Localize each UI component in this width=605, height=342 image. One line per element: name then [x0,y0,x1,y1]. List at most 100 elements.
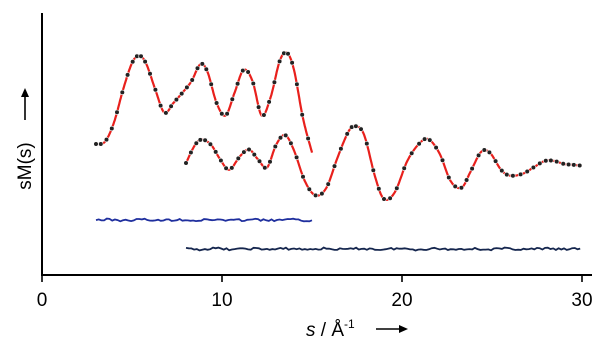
upper-curve-point [158,102,164,109]
lower-curve-point [349,124,355,130]
upper-curve-point [277,58,283,65]
lower-curve-point [246,146,252,153]
lower-curve-point [446,174,452,181]
lower-curve-point [306,186,312,192]
upper-curve-point [189,77,195,83]
lower-curve-point [543,158,549,164]
lower-curve-point [476,152,482,158]
upper-curve-point [240,67,246,74]
svg-text:s / Å-1: s / Å-1 [306,317,355,341]
lower-curve-point [358,126,364,132]
lower-curve-point [548,157,554,164]
upper-curve-point [147,71,153,77]
upper-curve-point [163,110,169,116]
lower-curve-point [486,149,493,155]
lower-curve-point [283,132,289,138]
lower-curve-point [427,137,433,143]
upper-curve-point [109,125,115,132]
lower-curve-point [344,131,350,137]
lower-curve-point [325,181,331,187]
x-axis-unit: / Å [316,320,345,341]
upper-curve-point [199,61,205,67]
upper-curve-point [103,137,110,143]
upper-curve-point [179,90,185,97]
lower-curve-point [464,177,470,183]
upper-curve-point [203,66,209,72]
lower-curve-point [319,191,325,197]
lower-curve-point [422,136,428,142]
lower-curve-point [229,165,235,171]
lower-curve-point [235,155,241,161]
lower-curve-point [207,141,213,147]
x-tick-label: 0 [37,290,48,311]
lower-curve-point [183,160,189,166]
upper-curve-point [184,84,190,90]
upper-curve-point [124,72,131,78]
upper-curve-point [229,96,235,102]
lower-curve-point [223,165,229,171]
upper-curve-point [98,141,104,147]
upper-curve-point [194,65,201,71]
x-axis-title: s / Å-1 [306,317,408,341]
upper-curve-point [299,112,305,118]
lower-curve-point [433,145,439,151]
upper-curve-point [152,87,158,93]
upper-curve-point [119,89,125,95]
y-axis-title: sM(s) [15,88,36,190]
lower-curve-point [577,162,583,169]
x-arrow-icon [399,325,408,333]
lower-curve-point [416,141,422,147]
x-tick-label: 20 [391,290,412,311]
lower-curve-point [394,185,400,191]
upper-curve-point [138,53,144,59]
upper-curve-point [235,81,241,87]
lower-curve-point [458,185,465,191]
lower-curve-point [381,196,387,202]
lower-curve-point [262,165,268,171]
x-axis-exp: -1 [344,317,355,331]
upper-curve-point [114,109,120,115]
lower-curve-point [504,172,510,178]
lower-curve-point [493,158,499,164]
upper-curve-point [266,99,272,105]
lower-curve-point [537,160,543,166]
upper-curve-point [208,81,214,87]
lower-curve-point [277,135,284,141]
lower-curve-point [469,166,475,172]
lower-curve-point [439,157,446,163]
upper-curve-point [285,51,291,57]
lower-curve-point [571,162,577,168]
upper-curve-point [214,100,220,106]
lower-curve-point [499,168,505,174]
lower-difference-line [185,246,581,252]
x-axis-var: s [306,320,316,341]
lower-curve-point [376,186,382,192]
lower-curve-point [241,149,247,155]
lower-curve-point [409,150,415,156]
lower-curve-line [184,124,583,201]
upper-curve-point [219,111,225,117]
lower-curve-point [353,123,359,129]
lower-curve-point [251,152,257,158]
lower-curve-point [401,165,407,171]
upper-curve-point [256,104,262,110]
lower-curve-point [188,149,194,156]
upper-curve-point [173,96,179,103]
y-axis-label: sM(s) [15,142,36,189]
x-ticks: 0 10 20 30 [37,275,593,311]
lower-curve-point [288,140,294,146]
upper-curve-point [93,141,99,147]
x-tick-label: 30 [571,290,592,311]
lower-curve-point [313,192,319,198]
lower-curve-point [481,147,487,153]
upper-curve-point [224,111,230,117]
lower-curve-point [202,137,208,143]
lower-curve-point [294,154,300,160]
lower-curve-point [370,167,376,173]
lower-curve-point [213,149,219,155]
upper-curve-point [289,60,295,66]
plot-area [93,50,583,252]
lower-curve-point [387,195,393,201]
upper-curve-point [271,79,278,85]
